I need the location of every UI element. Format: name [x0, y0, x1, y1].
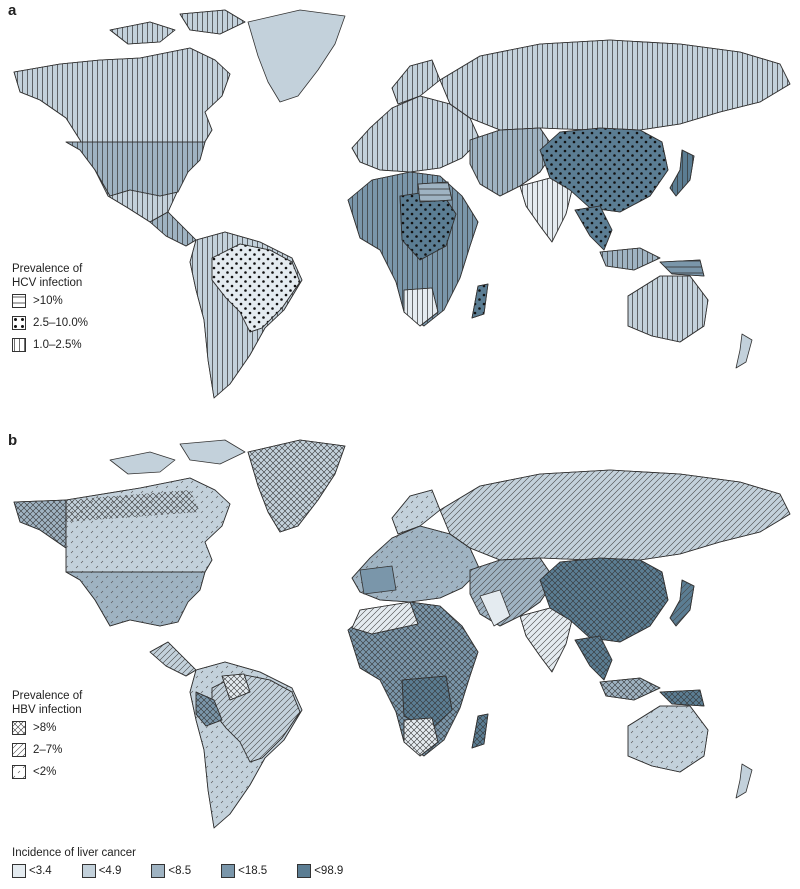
color-swatch-icon [221, 864, 236, 878]
hcv-legend-title-2: HCV infection [12, 277, 83, 289]
liver-cancer-legend-item: <8.5 [151, 864, 191, 878]
color-swatch-icon [151, 864, 166, 878]
panel-b-label: b [8, 432, 18, 449]
diagonal-lines-swatch-icon [12, 743, 26, 757]
hcv-legend-title-1: Prevalence of [12, 263, 83, 275]
dots-swatch-icon [12, 316, 26, 330]
liver-cancer-legend-label: <18.5 [238, 865, 268, 877]
hbv-legend-title-1: Prevalence of [12, 690, 83, 702]
liver-cancer-legend-item: <3.4 [12, 864, 52, 878]
hbv-legend-title-2: HBV infection [12, 704, 82, 716]
hbv-legend-item: <2% [12, 761, 82, 783]
hbv-legend: Prevalence of HBV infection >8% 2–7% <2% [12, 689, 82, 783]
hcv-legend-label: 2.5–10.0% [33, 317, 88, 329]
hbv-legend-label: <2% [33, 766, 57, 778]
color-swatch-icon [297, 864, 312, 878]
hbv-legend-item: 2–7% [12, 739, 82, 761]
liver-cancer-legend-item: <18.5 [221, 864, 267, 878]
vertical-lines-swatch-icon [12, 338, 26, 352]
hcv-legend-label: 1.0–2.5% [33, 339, 82, 351]
liver-cancer-legend-label: <8.5 [168, 865, 192, 877]
greenland-region [247, 9, 346, 103]
liver-cancer-legend-item: <4.9 [81, 864, 122, 878]
hbv-world-map [13, 439, 791, 829]
liver-cancer-legend-label: <4.9 [98, 865, 122, 877]
hcv-legend-label: >10% [33, 295, 63, 307]
liver-cancer-legend-label: <98.9 [314, 865, 344, 877]
liver-cancer-legend-item: <98.9 [297, 864, 343, 878]
horizontal-lines-swatch-icon [12, 294, 26, 308]
hcv-legend-item: 1.0–2.5% [12, 334, 88, 356]
crosshatch-swatch-icon [12, 721, 26, 735]
liver-cancer-legend-label: <3.4 [29, 865, 52, 877]
liver-cancer-legend-title: Incidence of liver cancer [12, 847, 137, 859]
hcv-legend-item: 2.5–10.0% [12, 312, 88, 334]
hcv-legend: Prevalence of HCV infection >10% 2.5–10.… [12, 262, 88, 356]
hcv-legend-item: >10% [12, 290, 88, 312]
color-swatch-icon [81, 864, 96, 878]
hcv-world-map [13, 9, 791, 399]
panel-a-label: a [8, 2, 17, 19]
hbv-legend-label: >8% [33, 722, 57, 734]
liver-cancer-legend: Incidence of liver cancer <3.4 <4.9 <8.5… [12, 846, 373, 878]
hbv-legend-label: 2–7% [33, 744, 63, 756]
color-swatch-icon [12, 864, 26, 878]
hbv-legend-item: >8% [12, 717, 82, 739]
sparse-dashes-swatch-icon [12, 765, 26, 779]
